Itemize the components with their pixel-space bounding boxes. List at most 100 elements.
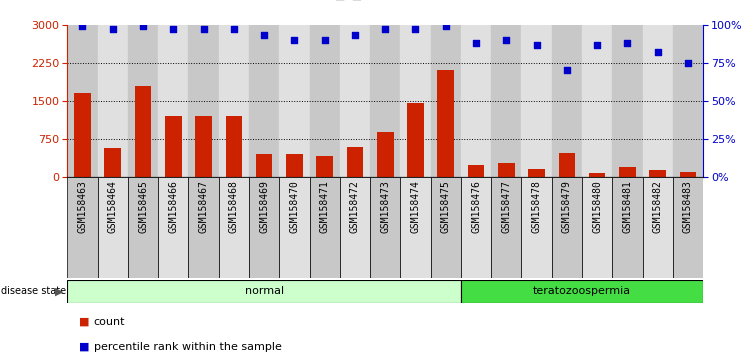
Bar [218,25,249,177]
Bar [279,177,310,278]
Bar [370,25,400,177]
Bar [249,177,279,278]
Text: GSM158483: GSM158483 [683,180,693,233]
Bar [279,25,310,177]
Point [289,37,301,43]
Point [591,42,603,47]
Bar [67,25,97,177]
Text: ■: ■ [79,317,89,327]
Bar [461,25,491,177]
Bar [521,25,552,177]
Bar [643,25,673,177]
Text: GSM158470: GSM158470 [289,180,299,233]
Text: GSM158463: GSM158463 [78,180,88,233]
Point [530,42,542,47]
Text: disease state: disease state [1,286,66,296]
Bar [552,25,582,177]
Point [258,33,270,38]
Bar [310,177,340,278]
Text: GSM158467: GSM158467 [198,180,209,233]
Point [682,60,694,66]
Point [349,33,361,38]
Point [197,27,209,32]
Text: GSM158482: GSM158482 [653,180,663,233]
Point [470,40,482,46]
Bar [461,280,703,303]
Point [107,27,119,32]
Bar [340,177,370,278]
Point [622,40,634,46]
Bar [643,177,673,278]
Point [137,23,149,29]
Bar [74,93,91,177]
Bar [589,173,605,177]
Text: GSM158481: GSM158481 [622,180,632,233]
Bar [316,156,333,177]
Bar [491,25,521,177]
Text: GSM158466: GSM158466 [168,180,178,233]
Text: GSM158476: GSM158476 [471,180,481,233]
Text: GSM158472: GSM158472 [350,180,360,233]
Bar [431,25,461,177]
Bar [188,177,218,278]
Bar [559,153,575,177]
Bar [249,25,279,177]
Bar [135,86,151,177]
Point [76,23,88,29]
Bar [105,148,121,177]
Text: GSM158468: GSM158468 [229,180,239,233]
Point [319,37,331,43]
Text: GSM158480: GSM158480 [592,180,602,233]
Text: GSM158474: GSM158474 [411,180,420,233]
Bar [438,70,454,177]
Bar [498,163,515,177]
Bar [582,177,613,278]
Bar [649,170,666,177]
Bar [256,154,272,177]
Bar [613,177,643,278]
Point [228,27,240,32]
Text: GSM158471: GSM158471 [319,180,330,233]
Bar [461,177,491,278]
Text: GSM158469: GSM158469 [259,180,269,233]
Bar [400,177,431,278]
Bar [165,116,182,177]
Bar [188,25,218,177]
Bar [673,177,703,278]
Bar [128,25,158,177]
Bar [619,167,636,177]
Text: GSM158479: GSM158479 [562,180,572,233]
Bar [286,154,303,177]
Bar [468,165,485,177]
Bar [97,25,128,177]
Point [168,27,180,32]
Text: count: count [94,317,125,327]
Bar [128,177,158,278]
Bar [613,25,643,177]
Bar [407,103,424,177]
Bar [673,25,703,177]
Point [500,37,512,43]
Text: GSM158478: GSM158478 [532,180,542,233]
Point [409,27,421,32]
Bar [680,172,696,177]
Bar [582,25,613,177]
Point [440,23,452,29]
Bar [158,177,188,278]
Text: GSM158465: GSM158465 [138,180,148,233]
Bar [370,177,400,278]
Bar [67,280,461,303]
Bar [67,177,97,278]
Text: GSM158477: GSM158477 [501,180,512,233]
Bar [528,169,545,177]
Bar [521,177,552,278]
Bar [195,116,212,177]
Bar [552,177,582,278]
Text: normal: normal [245,286,283,296]
Text: GSM158473: GSM158473 [380,180,390,233]
Text: GSM158464: GSM158464 [108,180,117,233]
Point [652,49,663,55]
Bar [377,132,393,177]
Bar [158,25,188,177]
Bar [491,177,521,278]
